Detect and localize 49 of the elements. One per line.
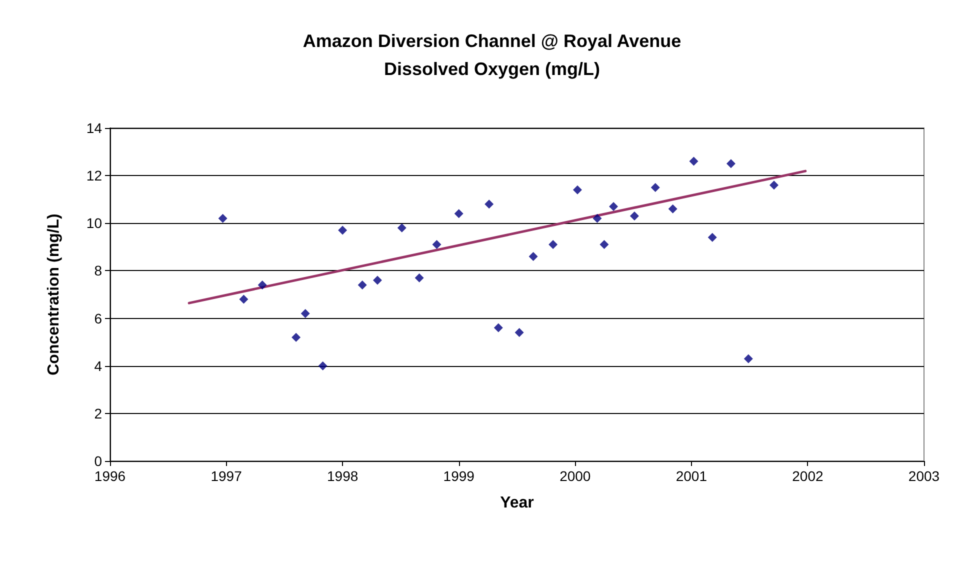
point — [318, 361, 328, 370]
point — [338, 226, 348, 235]
y-tick-label: 8 — [94, 262, 102, 279]
point — [397, 223, 406, 232]
x-tick-label: 2001 — [676, 468, 708, 484]
y-tick-label: 12 — [86, 168, 102, 184]
x-tick-label: 2003 — [908, 468, 940, 484]
point — [689, 156, 698, 166]
x-axis-title: Year — [500, 494, 534, 512]
point — [372, 276, 382, 285]
point — [292, 332, 301, 342]
point — [744, 354, 753, 364]
point — [300, 309, 310, 318]
point — [454, 209, 464, 218]
point — [769, 180, 778, 190]
point — [528, 252, 538, 261]
y-tick-label: 0 — [94, 453, 102, 469]
chart-title: Amazon Diversion Channel @ Royal Avenue Dissolved Oxygen (mg/L) — [302, 31, 682, 79]
x-tick-label: 1997 — [210, 468, 242, 484]
point — [630, 212, 639, 221]
point — [609, 202, 618, 211]
y-tick-label: 6 — [94, 310, 102, 326]
x-tick-label: 1998 — [326, 468, 358, 484]
y-tick-label: 2 — [94, 405, 102, 422]
y-tick-label: 10 — [86, 215, 102, 232]
y-axis-title: Concentration (mg/L) — [46, 214, 62, 376]
point — [708, 232, 717, 242]
point — [218, 214, 228, 223]
point — [668, 204, 678, 214]
point — [514, 328, 524, 338]
point — [572, 185, 582, 194]
point — [239, 294, 248, 304]
point — [432, 240, 442, 250]
x-tick-label: 1999 — [443, 468, 475, 484]
point — [494, 323, 503, 332]
x-tick-label: 1996 — [94, 468, 126, 484]
y-tick-label: 4 — [94, 358, 102, 374]
point — [650, 182, 660, 192]
point — [726, 159, 736, 168]
point — [592, 214, 602, 223]
x-tick-label: 2002 — [792, 468, 824, 484]
point — [414, 273, 424, 282]
point — [358, 280, 367, 290]
point — [548, 240, 558, 250]
point — [484, 200, 494, 209]
x-tick-label: 2000 — [560, 468, 591, 484]
point — [258, 280, 267, 290]
y-tick-label: 14 — [86, 120, 102, 136]
point — [600, 240, 609, 250]
